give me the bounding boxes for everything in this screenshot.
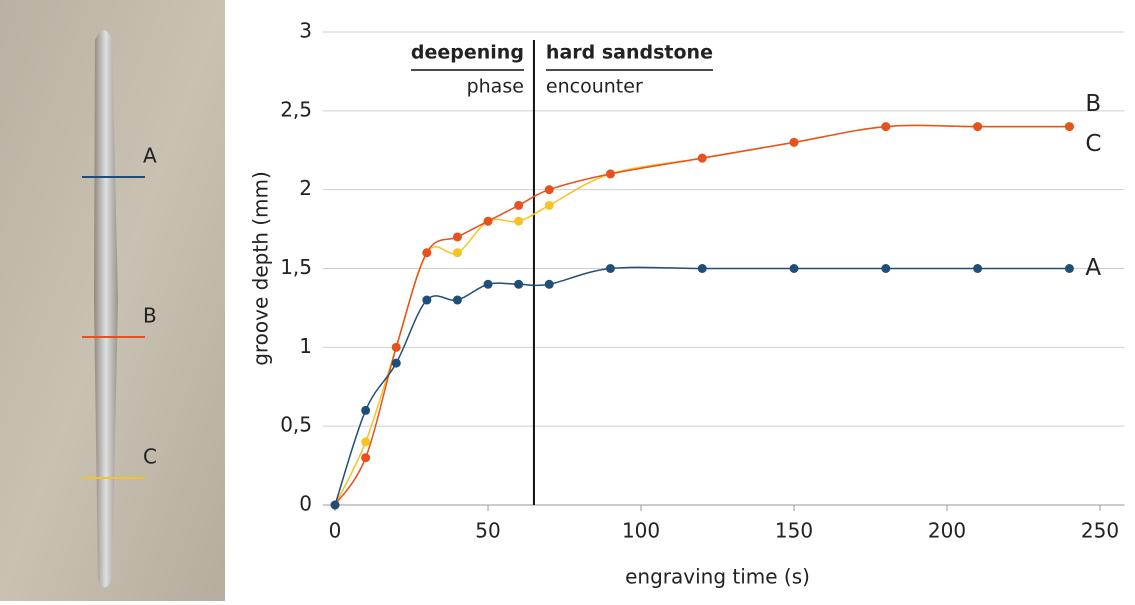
data-point	[422, 295, 432, 305]
data-point	[422, 248, 432, 258]
data-point	[697, 153, 707, 163]
x-tick-label: 200	[928, 519, 966, 543]
y-tick-label: 0	[299, 492, 312, 516]
annotation: hard sandstone	[546, 42, 713, 64]
data-point	[697, 264, 707, 273]
data-point	[789, 137, 799, 147]
section-label: B	[143, 304, 157, 328]
x-tick-label: 250	[1081, 519, 1119, 543]
y-tick-label: 3	[299, 19, 312, 43]
data-point	[483, 216, 493, 226]
annotation: encounter	[546, 76, 643, 98]
annotation: phase	[467, 76, 524, 98]
data-point	[483, 279, 493, 289]
x-tick-label: 0	[329, 519, 342, 543]
data-point	[1064, 264, 1074, 273]
data-point	[544, 185, 554, 195]
section-label: A	[143, 144, 157, 168]
data-point	[544, 279, 554, 289]
data-point	[605, 169, 615, 179]
x-tick-label: 50	[475, 519, 500, 543]
data-point	[973, 122, 983, 132]
data-point	[452, 248, 462, 258]
series-label: A	[1085, 255, 1101, 281]
x-tick-label: 100	[622, 519, 660, 543]
data-point	[361, 453, 371, 463]
annotation: deepening	[411, 42, 524, 64]
data-point	[973, 264, 983, 273]
trend-curve	[334, 124, 1070, 506]
data-point	[605, 264, 615, 273]
y-tick-label: 0,5	[280, 413, 312, 437]
data-point	[881, 122, 891, 132]
data-point	[361, 437, 371, 447]
data-point	[330, 500, 340, 510]
data-point	[391, 342, 401, 352]
y-tick-label: 1	[299, 334, 312, 358]
data-point	[514, 279, 524, 289]
data-point	[881, 264, 891, 273]
data-point	[452, 295, 462, 305]
data-point	[544, 200, 554, 210]
trend-curve	[334, 124, 1070, 506]
x-tick-label: 150	[775, 519, 813, 543]
data-point	[1064, 122, 1074, 132]
stone-photo	[0, 0, 225, 601]
data-point	[789, 264, 799, 273]
section-label: C	[143, 445, 157, 469]
data-point	[452, 232, 462, 242]
groove	[94, 30, 118, 588]
trend-curve	[334, 266, 1070, 506]
y-tick-label: 1,5	[280, 255, 312, 279]
y-tick-label: 2,5	[280, 97, 312, 121]
y-tick-label: 2	[299, 176, 312, 200]
series-label: B	[1085, 91, 1101, 117]
data-point	[514, 216, 524, 226]
x-axis-title: engraving time (s)	[625, 565, 810, 589]
data-point	[361, 405, 371, 415]
data-point	[391, 358, 401, 368]
data-point	[514, 200, 524, 210]
y-axis-title: groove depth (mm)	[249, 171, 273, 366]
series-label: C	[1085, 131, 1101, 157]
